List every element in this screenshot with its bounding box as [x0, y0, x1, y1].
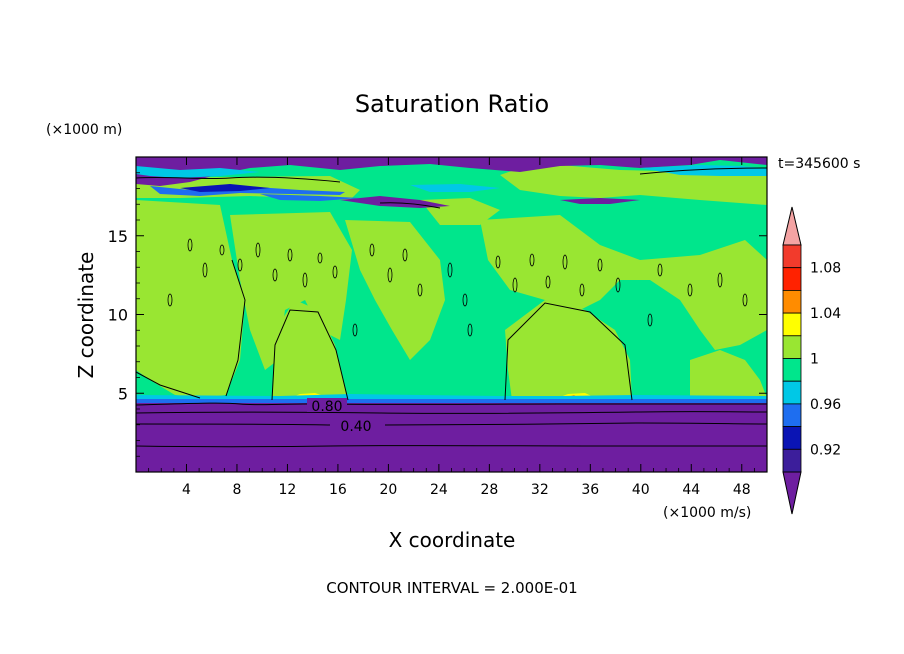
x-tick-label: 40: [632, 482, 650, 498]
contour-label-bg-0.80: [307, 398, 347, 412]
colorbar-label: 0.96: [810, 397, 841, 413]
x-tick-label: 48: [733, 482, 751, 498]
upper-purple-band: [136, 157, 767, 186]
colorbar-segment: [782, 267, 802, 291]
contour-label-bg-0.40: [336, 418, 376, 432]
x-axis-label: X coordinate: [389, 528, 516, 552]
supersat-region-center: [345, 220, 445, 360]
colorbar: 1.08 1.04 1 0.96 0.92: [782, 206, 841, 515]
colorbar-top-arrow: [782, 206, 802, 246]
colorbar-segment: [782, 289, 802, 314]
upper-darkblue-streak: [180, 184, 270, 192]
x-tick-label: 28: [480, 482, 498, 498]
x-tick-label: 20: [379, 482, 397, 498]
x-unit-label: (×1000 m/s): [663, 505, 751, 521]
x-tick-label: 8: [232, 482, 241, 498]
contour-line-0.60: [136, 411, 767, 414]
colorbar-bottom-arrow: [782, 471, 802, 515]
y-axis-label: Z coordinate: [74, 252, 98, 379]
colorbar-segment: [782, 244, 802, 269]
x-tick-label: 44: [682, 482, 700, 498]
colorbar-segment: [782, 403, 802, 427]
colorbar-label: 1.04: [810, 306, 841, 322]
colorbar-label: 0.92: [810, 442, 841, 458]
x-ticks: 4 8 12 16 20 24 28 32 36 40 44 48: [148, 157, 755, 498]
x-tick-label: 32: [531, 482, 549, 498]
supersat-plume-1: [272, 300, 348, 400]
y-ticks: 5 10 15: [108, 172, 767, 457]
upper-blue-streak-1: [150, 186, 345, 196]
contour-line-0.20: [136, 445, 767, 448]
contour-interval-note: CONTOUR INTERVAL = 2.000E-01: [326, 579, 577, 597]
colorbar-segment: [782, 335, 802, 359]
upper-cyan-streak-1: [136, 166, 260, 178]
upper-cyan-streak-2: [410, 184, 500, 192]
y-tick-label: 15: [108, 227, 128, 246]
boundary-layer-dry: [136, 401, 767, 472]
contour-line-upper: [136, 167, 767, 209]
y-unit-label: (×1000 m): [46, 122, 122, 138]
colorbar-label: 1.08: [810, 261, 841, 277]
supersat-region-left: [136, 200, 245, 398]
contour-line-0.40: [136, 422, 767, 426]
colorbar-segment: [782, 426, 802, 450]
time-label: t=345600 s: [778, 156, 860, 172]
upper-purple-streak-3: [560, 198, 640, 204]
boundary-layer-blue-edge: [136, 398, 767, 403]
boundary-layer-cyan-edge: [136, 394, 767, 399]
colorbar-segment: [782, 380, 802, 405]
colorbar-segment: [782, 358, 802, 382]
contour-line-left-region: [136, 259, 246, 399]
contour-label-0.80: 0.80: [311, 399, 342, 415]
chart-title: Saturation Ratio: [355, 90, 549, 118]
contour-lines: [136, 167, 767, 448]
x-tick-label: 16: [329, 482, 347, 498]
contour-line-plume-right: [504, 302, 633, 401]
contour-line-0.80: [136, 402, 767, 406]
supersat-patch-far-right: [690, 350, 767, 398]
colorbar-label: 1: [810, 352, 819, 368]
contour-label-0.40: 0.40: [340, 419, 371, 435]
saturation-field: 0.80 0.40: [136, 157, 767, 472]
speckle-contours: [167, 238, 748, 337]
x-tick-label: 24: [430, 482, 448, 498]
x-tick-label: 36: [581, 482, 599, 498]
x-tick-label: 12: [279, 482, 297, 498]
x-tick-label: 4: [182, 482, 191, 498]
colorbar-segment: [782, 312, 802, 337]
y-tick-label: 5: [118, 384, 128, 403]
supersat-plume-2: [505, 300, 632, 400]
upper-cyan-streak-3: [640, 165, 767, 176]
supersat-region-right: [480, 215, 767, 350]
colorbar-segment: [782, 448, 802, 473]
y-tick-label: 10: [108, 306, 128, 325]
upper-blue-streak-2: [260, 194, 360, 201]
contour-line-plume-left: [271, 309, 349, 401]
